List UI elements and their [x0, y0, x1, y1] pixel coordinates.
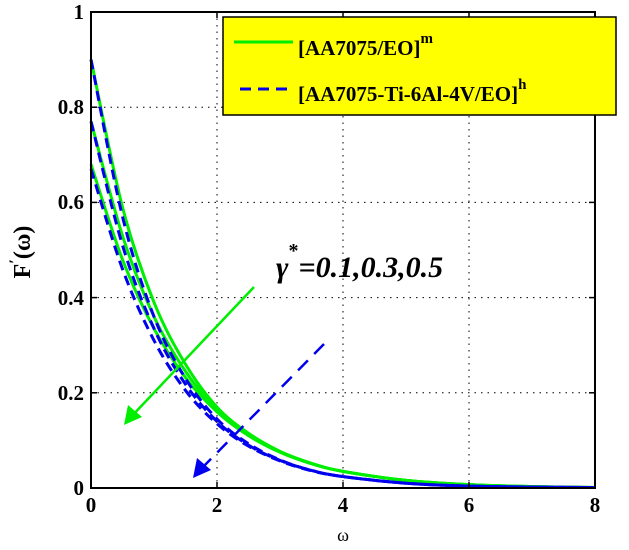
x-tick-6: 6: [464, 493, 475, 517]
y-label-prime: ′: [7, 259, 24, 264]
legend: [AA7075/EO]m [AA7075-Ti-6Al-4V/EO]h: [222, 16, 617, 116]
y-tick-0.4: 0.4: [58, 286, 85, 310]
gamma-values: =0.1,0.3,0.5: [298, 251, 443, 284]
x-tick-labels: 0 2 4 6 8: [86, 493, 601, 517]
curve-mono-2: [89, 163, 596, 490]
y-tick-0.8: 0.8: [58, 95, 84, 119]
plot-curves: [89, 59, 596, 490]
y-tick-0.2: 0.2: [58, 381, 84, 405]
y-axis-label: F′(ω): [7, 226, 36, 279]
x-tick-2: 2: [212, 493, 223, 517]
x-tick-4: 4: [338, 493, 349, 517]
x-tick-8: 8: [590, 493, 601, 517]
gamma-arrow-blue: [193, 343, 325, 478]
gamma-symbol: γ: [276, 251, 289, 284]
y-tick-0: 0: [74, 476, 85, 500]
y-label-arg: (ω): [10, 226, 36, 260]
y-tick-1: 1: [74, 0, 85, 24]
y-tick-0.6: 0.6: [58, 190, 84, 214]
svg-text:F′(ω): F′(ω): [7, 226, 36, 279]
y-label-f: F: [10, 264, 36, 279]
legend-label-hybrid: [AA7075-Ti-6Al-4V/EO]h: [298, 77, 527, 106]
gamma-arrow-green: [124, 286, 255, 425]
legend-box: [222, 16, 617, 116]
legend-label-mono: [AA7075/EO]m: [298, 31, 434, 60]
x-axis-label: ω: [337, 525, 349, 545]
y-tick-labels: 0 0.2 0.4 0.6 0.8 1: [58, 0, 85, 500]
x-tick-0: 0: [86, 493, 97, 517]
gamma-annotation: γ*=0.1,0.3,0.5: [276, 240, 443, 284]
gamma-star: *: [288, 240, 298, 262]
